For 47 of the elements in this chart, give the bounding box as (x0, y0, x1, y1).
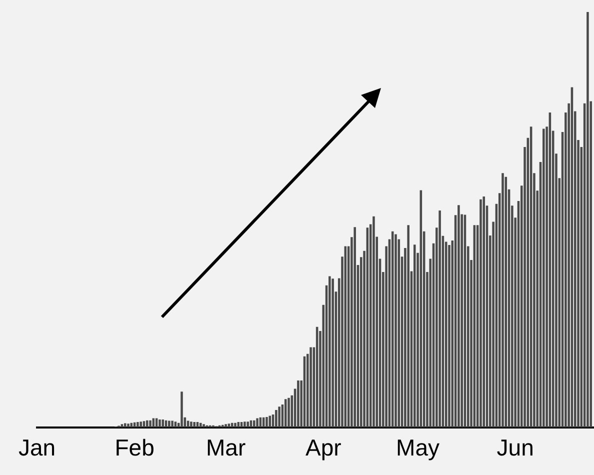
x-tick-label: Jan (18, 434, 56, 461)
bar (480, 199, 482, 428)
bar (275, 410, 278, 428)
bar (146, 420, 148, 428)
bar (136, 422, 139, 428)
bar (246, 422, 249, 428)
bar (140, 422, 142, 428)
bar (328, 276, 331, 428)
bar (502, 173, 504, 428)
bar (542, 128, 545, 428)
bar (193, 422, 196, 428)
bar (288, 398, 290, 428)
x-tick-label: Feb (114, 434, 154, 461)
bar (413, 244, 416, 428)
bar (244, 422, 246, 428)
bar (168, 420, 170, 428)
bar (407, 225, 410, 428)
bar (171, 420, 174, 428)
bar (158, 420, 161, 428)
x-tick-label: Apr (305, 434, 342, 461)
bar (332, 278, 334, 428)
bar (149, 420, 152, 428)
bar (127, 424, 130, 428)
bar (190, 422, 192, 428)
bar (310, 347, 312, 428)
bar (278, 406, 280, 428)
bar (180, 392, 183, 428)
x-tick-label: Mar (206, 434, 246, 461)
bar (297, 380, 300, 428)
bar (394, 234, 397, 428)
bar (224, 424, 227, 428)
x-tick-label: May (396, 434, 440, 461)
bar (438, 210, 441, 428)
bar (162, 420, 164, 428)
bar (372, 216, 375, 428)
bar (268, 416, 272, 428)
bar (200, 422, 202, 428)
x-tick-label: Jun (496, 434, 534, 461)
bar (458, 205, 460, 428)
bar (266, 417, 268, 428)
bar (202, 424, 205, 428)
bar (256, 418, 258, 428)
bar (586, 12, 589, 428)
bar (354, 227, 356, 428)
bar (234, 422, 236, 428)
bar (482, 196, 485, 428)
bar (253, 420, 256, 428)
